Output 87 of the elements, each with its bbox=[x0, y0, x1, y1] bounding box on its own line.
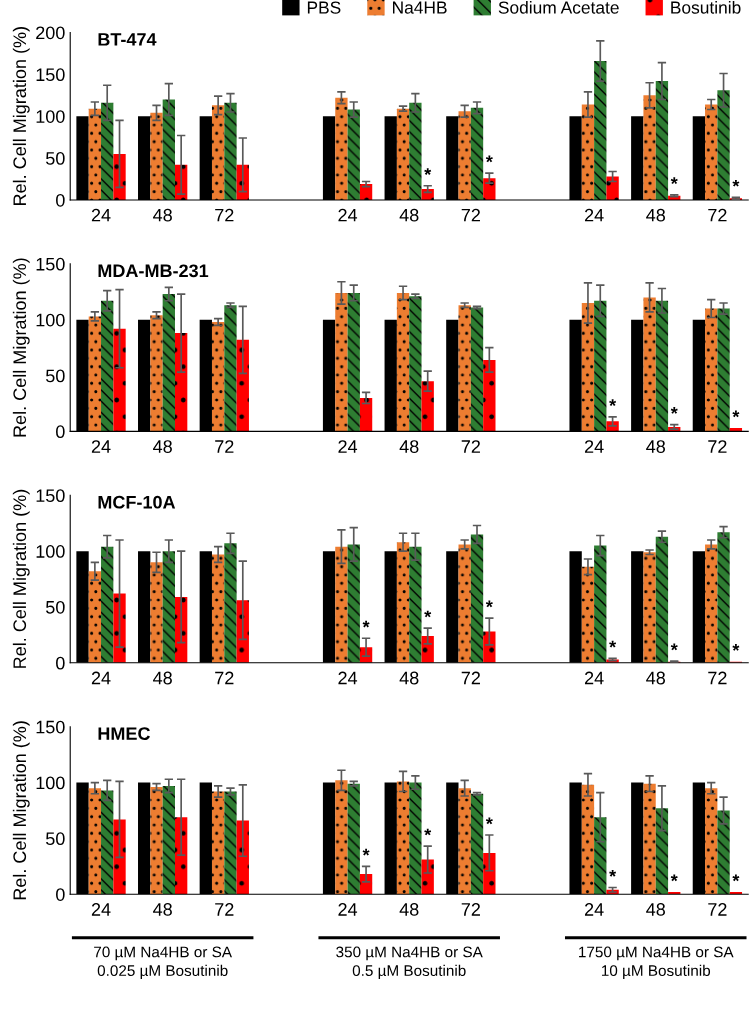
x-tick-label: 48 bbox=[646, 440, 666, 453]
x-tick-label: 48 bbox=[646, 903, 666, 916]
x-tick-label: 24 bbox=[91, 208, 111, 222]
y-axis-title: Rel. Cell Migration (%) bbox=[12, 721, 30, 900]
y-tick-label: 150 bbox=[36, 489, 65, 503]
y-tick-label: 150 bbox=[36, 68, 65, 82]
chart-title: MCF-10A bbox=[98, 495, 176, 509]
x-tick-label: 72 bbox=[461, 208, 480, 222]
x-tick-label: 24 bbox=[584, 440, 604, 453]
legend-label: Bosutinib bbox=[671, 0, 741, 14]
y-axis-title: Rel. Cell Migration (%) bbox=[12, 27, 30, 206]
x-tick-label: 72 bbox=[708, 208, 727, 222]
data-label: * bbox=[670, 177, 678, 185]
x-tick-label: 48 bbox=[646, 671, 666, 685]
x-tick-label: 72 bbox=[708, 903, 727, 916]
data-label: * bbox=[670, 874, 678, 882]
legend-label: PBS bbox=[307, 1, 341, 14]
y-tick-label: 150 bbox=[36, 720, 65, 734]
y-tick-label: 50 bbox=[45, 369, 65, 383]
y-tick-label: 0 bbox=[56, 193, 65, 207]
y-tick-label: 50 bbox=[45, 600, 65, 614]
x-tick-label: 24 bbox=[91, 440, 111, 453]
x-tick-label: 24 bbox=[338, 440, 358, 453]
y-tick-label: 0 bbox=[56, 888, 65, 901]
x-tick-label: 24 bbox=[91, 671, 111, 685]
data-label: * bbox=[424, 828, 432, 836]
data-label: * bbox=[732, 179, 740, 187]
x-tick-label: 48 bbox=[153, 671, 172, 685]
y-tick-label: 50 bbox=[45, 832, 65, 846]
x-tick-label: 48 bbox=[153, 440, 172, 453]
y-tick-label: 100 bbox=[36, 313, 65, 327]
x-tick-label: 72 bbox=[215, 671, 234, 685]
x-tick-label: 24 bbox=[584, 208, 604, 222]
x-tick-label: 24 bbox=[584, 903, 604, 916]
x-tick-label: 72 bbox=[215, 903, 234, 916]
data-label: * bbox=[732, 874, 740, 882]
x-tick-label: 48 bbox=[399, 671, 419, 685]
x-tick-label: 72 bbox=[215, 208, 234, 222]
data-label: * bbox=[670, 407, 678, 414]
data-label: * bbox=[732, 644, 740, 651]
x-tick-label: 24 bbox=[584, 671, 604, 685]
data-label: * bbox=[609, 399, 617, 407]
data-label: * bbox=[362, 620, 370, 628]
data-label: * bbox=[485, 600, 493, 608]
text: 1750 µM Na4HB or SA 10 µM Bosutinib bbox=[579, 946, 734, 980]
y-tick-label: 50 bbox=[45, 152, 65, 165]
y-tick-label: 100 bbox=[36, 110, 65, 123]
x-tick-label: 72 bbox=[461, 440, 480, 453]
data-label: * bbox=[424, 168, 432, 175]
x-tick-label: 48 bbox=[399, 903, 419, 916]
y-tick-label: 0 bbox=[56, 425, 65, 439]
data-label: * bbox=[670, 643, 678, 651]
chart-title: HMEC bbox=[98, 727, 150, 740]
x-tick-label: 48 bbox=[399, 440, 419, 453]
text: 350 µM Na4HB or SA 0.5 µM Bosutinib bbox=[336, 946, 483, 980]
x-tick-label: 48 bbox=[153, 208, 172, 222]
x-tick-label: 24 bbox=[338, 671, 358, 685]
x-tick-label: 72 bbox=[215, 440, 234, 453]
data-label: * bbox=[485, 155, 493, 163]
text: 70 µM Na4HB or SA 0.025 µM Bosutinib bbox=[94, 946, 232, 980]
x-tick-label: 72 bbox=[461, 671, 480, 685]
data-label: * bbox=[609, 869, 617, 877]
x-tick-label: 24 bbox=[91, 903, 111, 916]
chart-title: BT-474 bbox=[98, 33, 157, 46]
x-tick-label: 48 bbox=[399, 208, 419, 222]
x-tick-label: 48 bbox=[153, 903, 172, 916]
data-label: * bbox=[424, 610, 432, 618]
y-tick-label: 0 bbox=[56, 656, 65, 670]
x-tick-label: 72 bbox=[461, 903, 480, 916]
y-axis-title: Rel. Cell Migration (%) bbox=[12, 258, 30, 437]
data-label: * bbox=[485, 817, 493, 825]
x-tick-label: 24 bbox=[338, 208, 358, 222]
legend-label: Na4HB bbox=[393, 1, 447, 14]
y-tick-label: 100 bbox=[36, 545, 65, 558]
chart-title: MDA-MB-231 bbox=[98, 264, 209, 278]
x-tick-label: 72 bbox=[708, 671, 727, 685]
x-tick-label: 48 bbox=[646, 208, 666, 222]
x-tick-label: 24 bbox=[338, 903, 358, 916]
x-tick-label: 72 bbox=[708, 440, 727, 453]
data-label: * bbox=[609, 640, 617, 648]
y-axis-title: Rel. Cell Migration (%) bbox=[12, 489, 30, 668]
data-label: * bbox=[362, 848, 370, 856]
legend-label: Sodium Acetate bbox=[498, 0, 619, 14]
y-tick-label: 150 bbox=[36, 257, 65, 271]
data-label: * bbox=[732, 410, 740, 418]
y-tick-label: 100 bbox=[36, 776, 65, 790]
y-tick-label: 200 bbox=[36, 26, 65, 40]
